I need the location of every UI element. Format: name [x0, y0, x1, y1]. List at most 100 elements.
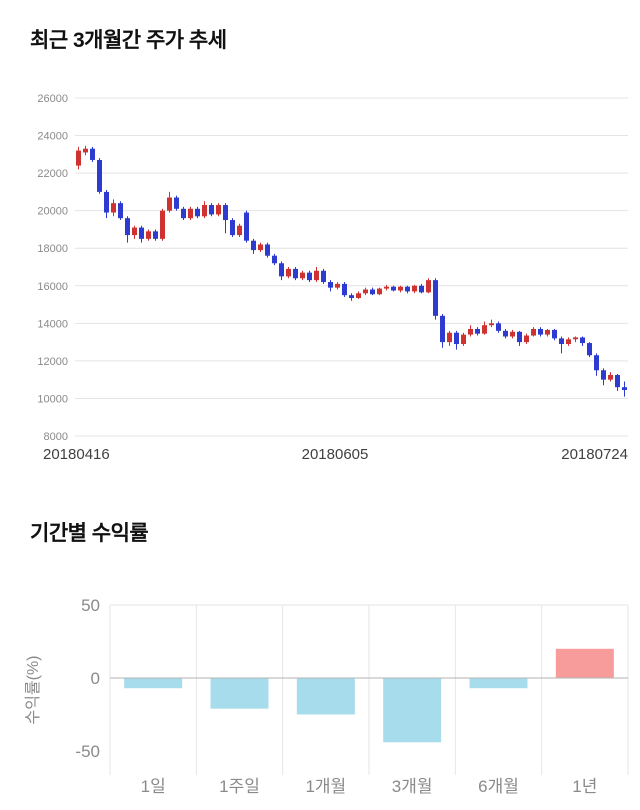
- candle-up-body: [216, 205, 221, 215]
- price-x-tick-start: 20180416: [43, 446, 110, 463]
- return-bar: [210, 678, 269, 709]
- candle-down-body: [517, 331, 522, 343]
- candle-down-body: [328, 282, 333, 288]
- candle-down-body: [559, 338, 564, 344]
- price-y-tick-label: 16000: [37, 281, 68, 293]
- candle-up-body: [566, 339, 571, 344]
- returns-bar-chart: 1일 1주일 1개월 3개월 6개월 1년 50 0 -50 수익률(%): [24, 596, 629, 796]
- price-y-tick-label: 12000: [37, 356, 68, 368]
- candle-down-body: [279, 263, 284, 277]
- candle-down-body: [405, 286, 410, 292]
- returns-chart-title: 기간별 수익률: [30, 522, 149, 545]
- candle-up-body: [377, 288, 382, 295]
- price-y-tick-label: 10000: [37, 393, 68, 405]
- candle-up-body: [111, 203, 116, 213]
- candle-down-body: [90, 148, 95, 160]
- candle-up-body: [482, 325, 487, 334]
- candle-down-body: [370, 289, 375, 295]
- candle-up-body: [237, 225, 242, 236]
- candle-up-body: [83, 148, 88, 153]
- candle-down-body: [342, 283, 347, 296]
- return-bar: [469, 678, 528, 689]
- returns-y-tick-label: 50: [81, 596, 100, 615]
- candle-up-body: [398, 286, 403, 291]
- returns-y-tick-label: 0: [91, 669, 100, 688]
- candle-down-body: [391, 286, 396, 291]
- candle-up-body: [160, 210, 165, 239]
- candle-down-body: [181, 208, 186, 219]
- price-y-tick-label: 18000: [37, 243, 68, 255]
- candle-down-body: [454, 332, 459, 344]
- return-bar: [383, 678, 442, 743]
- candle-up-body: [167, 197, 172, 211]
- price-candlestick-chart: 26000 24000 22000 20000 18000 16000 14000 12000…: [37, 93, 628, 443]
- candle-up-body: [412, 285, 417, 292]
- price-y-tick-label: 24000: [37, 131, 68, 143]
- price-chart-title: 최근 3개월간 주가 추세: [30, 29, 227, 52]
- candle-down-body: [496, 323, 501, 331]
- candle-down-body: [209, 205, 214, 215]
- candle-down-body: [622, 387, 627, 390]
- candle-up-body: [426, 280, 431, 293]
- candle-down-body: [594, 355, 599, 371]
- candle-up-body: [76, 150, 81, 166]
- returns-ylabel: 수익률(%): [24, 655, 42, 724]
- candle-down-body: [244, 212, 249, 241]
- candle-down-body: [587, 343, 592, 356]
- candle-up-body: [573, 337, 578, 340]
- candle-up-body: [188, 208, 193, 219]
- returns-y-tick-label: -50: [75, 742, 100, 761]
- candle-down-body: [601, 370, 606, 380]
- candle-down-body: [307, 272, 312, 281]
- candle-up-body: [524, 335, 529, 343]
- candle-up-body: [356, 293, 361, 298]
- price-x-tick-end: 20180724: [561, 446, 628, 463]
- candle-up-body: [300, 272, 305, 279]
- candle-down-body: [440, 315, 445, 343]
- candle-down-body: [223, 205, 228, 221]
- candle-up-body: [447, 332, 452, 343]
- candle-up-body: [608, 374, 613, 380]
- candle-down-body: [419, 285, 424, 293]
- candle-down-body: [118, 203, 123, 219]
- candle-down-body: [139, 227, 144, 239]
- returns-category-label: 1일: [141, 777, 166, 796]
- candle-up-body: [314, 270, 319, 281]
- candle-down-body: [321, 270, 326, 283]
- candle-up-body: [335, 283, 340, 288]
- candle-down-body: [433, 280, 438, 316]
- candle-down-body: [503, 330, 508, 337]
- price-x-tick-middle: 20180605: [301, 446, 369, 463]
- price-y-tick-label: 22000: [37, 168, 68, 180]
- candle-down-body: [538, 328, 543, 335]
- candle-up-body: [489, 323, 494, 326]
- candle-down-body: [125, 218, 130, 236]
- candle-up-body: [286, 268, 291, 277]
- candle-down-body: [580, 337, 585, 344]
- candle-down-body: [153, 231, 158, 239]
- candle-up-body: [258, 244, 263, 251]
- candle-down-body: [615, 374, 620, 388]
- returns-category-label: 1주일: [219, 777, 260, 796]
- return-bar: [555, 648, 614, 678]
- candle-down-body: [251, 240, 256, 251]
- candle-up-body: [132, 227, 137, 236]
- candle-down-body: [293, 268, 298, 279]
- returns-category-label: 3개월: [392, 777, 433, 796]
- candle-down-body: [97, 159, 102, 192]
- returns-category-label: 1개월: [305, 777, 346, 796]
- candle-down-body: [272, 255, 277, 264]
- candle-down-body: [475, 328, 480, 334]
- price-y-tick-label: 26000: [37, 93, 68, 105]
- candle-down-body: [552, 329, 557, 339]
- candle-down-body: [349, 295, 354, 298]
- candle-down-body: [230, 220, 235, 236]
- candle-up-body: [545, 329, 550, 335]
- candle-down-body: [174, 197, 179, 209]
- candle-up-body: [146, 231, 151, 239]
- candle-up-body: [363, 289, 368, 294]
- return-bar: [296, 678, 355, 715]
- candle-down-body: [265, 244, 270, 256]
- price-x-axis: 20180416 20180605 20180724: [0, 446, 640, 468]
